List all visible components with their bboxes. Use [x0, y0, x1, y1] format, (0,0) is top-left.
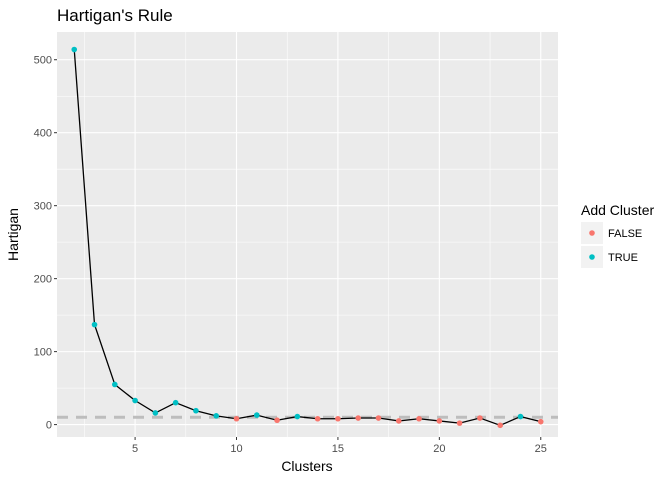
x-tick-label: 5	[132, 443, 138, 455]
x-tick-label: 20	[433, 443, 445, 455]
data-points	[71, 46, 544, 429]
legend-label: FALSE	[608, 228, 642, 240]
x-axis: 5 10 15 20 25	[132, 437, 547, 455]
x-axis-title: Clusters	[281, 458, 332, 474]
data-point	[314, 415, 321, 422]
data-point	[193, 407, 199, 414]
legend-title: Add Cluster	[581, 202, 654, 218]
data-point	[152, 410, 159, 416]
y-tick-label: 100	[34, 347, 52, 359]
legend-key-point	[589, 254, 595, 260]
y-axis-title: Hartigan	[5, 208, 21, 261]
chart-title: Hartigan's Rule	[57, 6, 173, 25]
data-point	[335, 415, 341, 422]
data-point	[172, 399, 179, 406]
legend-entries: FALSE TRUE	[581, 222, 642, 268]
x-tick-label: 10	[230, 443, 242, 455]
data-point	[477, 415, 483, 421]
data-point	[355, 415, 362, 421]
data-point	[213, 413, 220, 419]
data-point	[233, 415, 240, 422]
minor-gridlines	[57, 32, 558, 437]
y-tick-label: 300	[34, 201, 52, 213]
legend-label: TRUE	[608, 252, 638, 264]
legend-key-point	[589, 230, 595, 236]
data-point	[91, 321, 98, 328]
data-point	[132, 397, 138, 404]
y-tick-label: 400	[34, 128, 52, 140]
x-tick-label: 15	[332, 443, 344, 455]
data-point	[436, 418, 443, 424]
x-tick-label: 25	[535, 443, 547, 455]
data-point	[71, 46, 78, 53]
data-point	[456, 420, 463, 426]
y-axis: 0 100 200 300 400 500	[34, 55, 57, 432]
data-point	[395, 418, 402, 424]
y-tick-label: 500	[34, 55, 52, 67]
data-point	[375, 415, 382, 421]
data-point	[416, 415, 422, 422]
data-point	[274, 417, 280, 424]
hartigan-series-line	[73, 49, 541, 427]
plot-panel	[57, 32, 558, 437]
y-tick-label: 0	[46, 420, 52, 432]
major-gridlines	[57, 32, 558, 437]
data-point	[253, 412, 260, 418]
legend: Add Cluster FALSE TRUE	[581, 202, 654, 268]
data-point	[294, 413, 301, 420]
data-point	[497, 422, 503, 429]
data-point	[112, 381, 118, 388]
data-point	[537, 418, 544, 425]
y-tick-label: 200	[34, 274, 52, 286]
data-point	[517, 413, 524, 420]
